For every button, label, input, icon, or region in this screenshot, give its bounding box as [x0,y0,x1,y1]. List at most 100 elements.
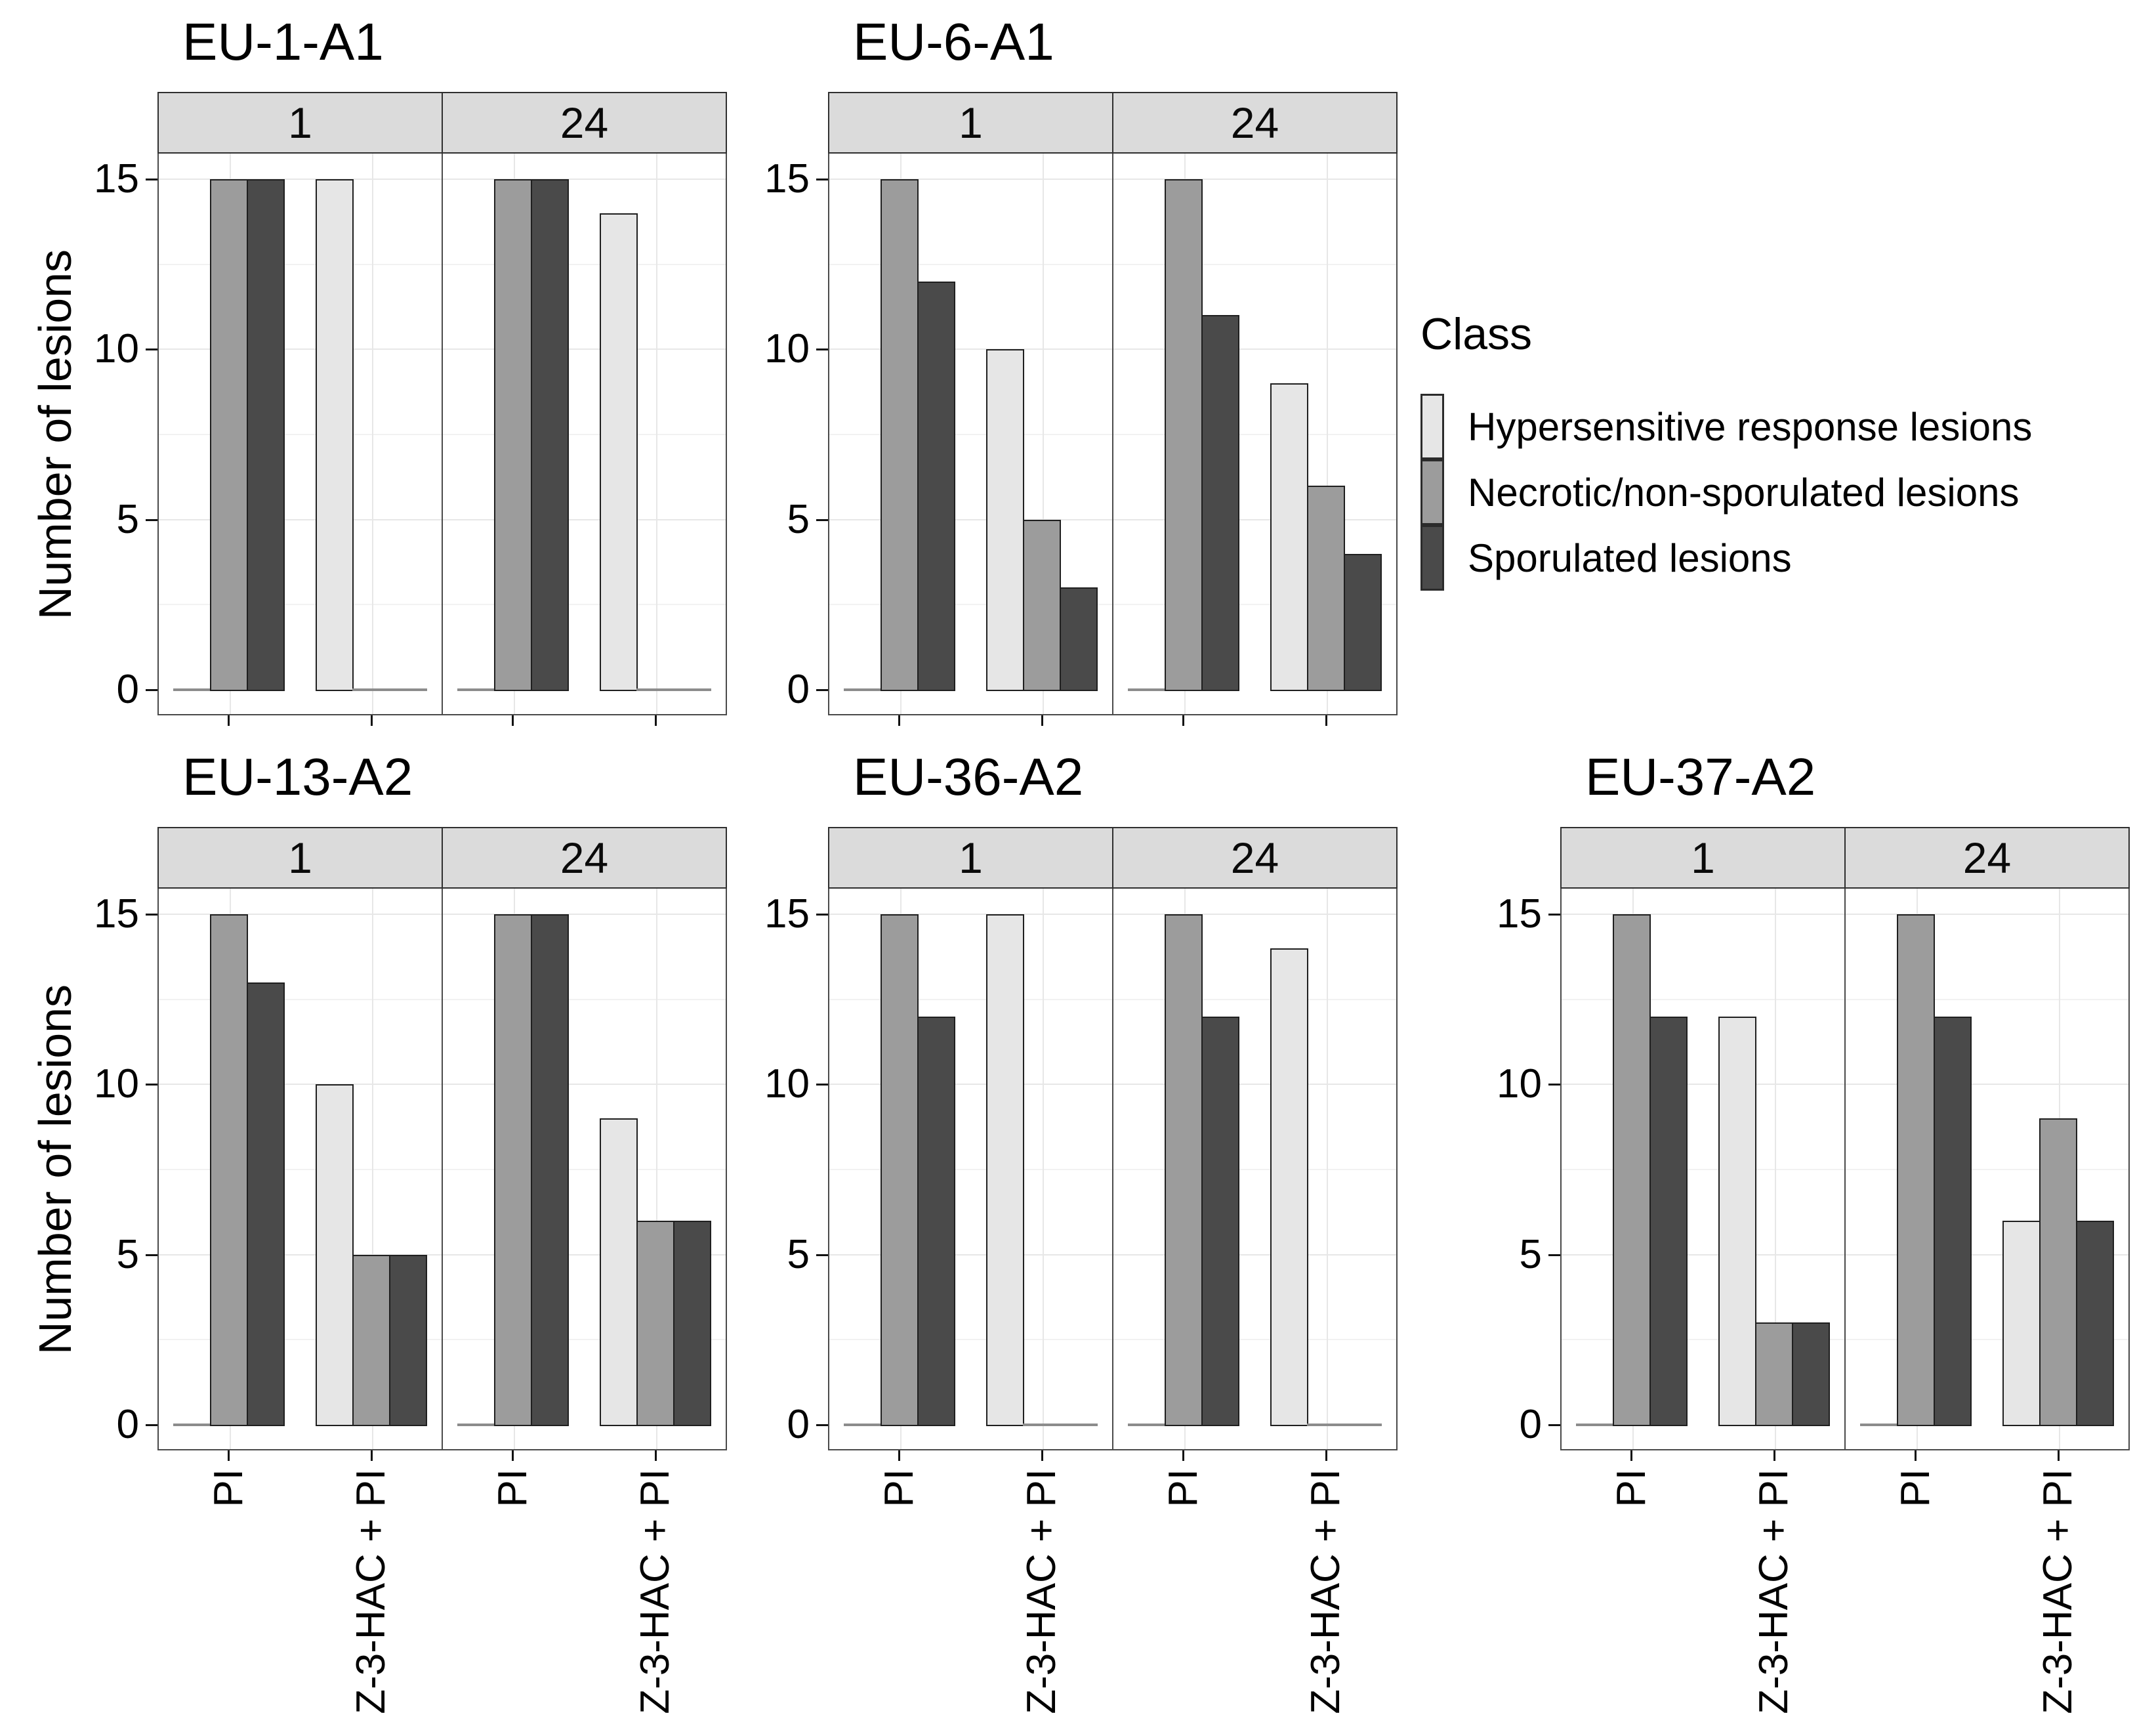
x-tick-label: Z-3-HAC + PI [1751,1469,1797,1714]
x-tick-label: PI [1892,1469,1938,1508]
gridline-minor [1562,1339,1844,1341]
bar-zero-value [1023,1424,1062,1427]
y-tick-label: 15 [94,891,139,937]
gridline-minor [159,1339,442,1341]
facet-1: 1 PI Z-3-HAC + PI [157,827,443,1714]
facet-24: 24 [1112,92,1398,726]
gridline-minor [1113,1169,1396,1170]
bar-zero-value [636,688,675,692]
y-tick-mark [146,518,157,521]
bar-sporulated [1344,553,1382,692]
y-tick-mark [816,518,828,521]
x-tick-mark [228,1450,230,1461]
facet-strip-label: 1 [1691,833,1715,882]
bar-necrotic/non-sporulated [209,914,248,1427]
legend-key-swatch [1420,525,1444,591]
bar-zero-value [1307,1424,1346,1427]
gridline-vertical [1327,889,1329,1449]
y-tick-mark [816,1424,828,1427]
facet-1: 1 PI Z-3-HAC + PI [1560,827,1846,1714]
bar-necrotic/non-sporulated [493,179,532,692]
bar-hypersensitive [600,1118,638,1427]
gridline-minor [159,434,442,435]
gridline-major [443,913,726,915]
y-axis-ticks: 0 5 10 15 [84,92,157,715]
x-tick-mark [2057,1450,2060,1461]
gridline-vertical [656,889,658,1449]
gridline-minor [829,604,1112,606]
y-axis-ticks: 0 5 10 15 [755,92,828,715]
facet-strip: 24 [442,827,727,889]
bar-sporulated [1060,587,1098,692]
gridline-vertical [372,889,374,1449]
x-tick-label: Z-3-HAC + PI [632,1469,678,1714]
x-tick-label: Z-3-HAC + PI [1019,1469,1065,1714]
chart-title: EU-6-A1 [853,12,1054,71]
x-tick-label: PI [205,1469,251,1508]
bar-zero-value [1127,1424,1166,1427]
gridline-major [1846,1254,2128,1255]
y-tick-label: 15 [764,156,810,201]
y-tick-label: 10 [94,1061,139,1107]
gridline-major [1113,348,1396,350]
gridline-major [443,178,726,180]
bar-necrotic/non-sporulated [880,179,919,692]
facet-panel [442,154,727,715]
bar-zero-value [1344,1424,1382,1427]
bar-necrotic/non-sporulated [1612,914,1651,1427]
gridline-minor [1113,604,1396,606]
chart-title: EU-37-A2 [1585,748,1816,806]
y-tick-label: 0 [1519,1402,1542,1448]
facet-strip: 1 [157,92,443,154]
y-tick-label: 0 [116,1402,139,1448]
y-axis-ticks: 0 5 10 15 [1487,827,1560,1450]
facet-24: 24 [442,92,727,726]
gridline-minor [1113,998,1396,1000]
gridline-minor [1846,998,2128,1000]
legend-item: Hypersensitive response lesions [1420,394,2155,459]
facet-24: 24 PI Z-3-HAC + PI [442,827,727,1714]
x-tick-mark [228,715,230,726]
facet-panel [1112,154,1398,715]
bar-zero-value [843,688,882,692]
y-tick-mark [816,178,828,180]
chart-title: EU-13-A2 [182,748,413,806]
gridline-major [1113,178,1396,180]
gridline-minor [1846,1339,2128,1341]
bar-zero-value [173,688,211,692]
y-tick-label: 5 [116,496,139,542]
y-tick-label: 0 [116,667,139,713]
x-tick-label: Z-3-HAC + PI [1303,1469,1349,1714]
gridline-minor [443,1339,726,1341]
gridline-major [1562,913,1844,915]
y-axis-ticks: 0 5 10 15 [755,827,828,1450]
x-tick-mark [1041,715,1043,726]
gridline-major [1113,518,1396,520]
gridline-minor [443,998,726,1000]
bar-sporulated [1201,1016,1239,1427]
gridline-major [1113,1254,1396,1255]
gridline-vertical [1327,154,1329,714]
legend-item: Necrotic/non-sporulated lesions [1420,459,2155,525]
y-tick-label: 10 [94,326,139,372]
x-tick-label: Z-3-HAC + PI [348,1469,394,1714]
facet-panel [442,889,727,1450]
y-tick-mark [816,689,828,692]
gridline-minor [1113,263,1396,265]
bar-sporulated [917,1016,955,1427]
y-tick-mark [1548,1084,1560,1086]
x-tick-mark [1325,715,1327,726]
y-tick-label: 10 [764,326,810,372]
legend-items: Hypersensitive response lesions Necrotic/… [1420,394,2155,591]
bar-sporulated [2076,1220,2115,1427]
bar-necrotic/non-sporulated [1164,914,1203,1427]
legend-item-label: Hypersensitive response lesions [1468,404,2033,449]
gridline-major [159,913,442,915]
gridline-minor [829,1169,1112,1170]
facet-1: 1 [828,92,1113,726]
gridline-minor [443,434,726,435]
gridline-major [829,1254,1112,1255]
facet-1: 1 [157,92,443,726]
facet-strip-label: 24 [560,98,609,147]
facet-panel [157,154,443,715]
